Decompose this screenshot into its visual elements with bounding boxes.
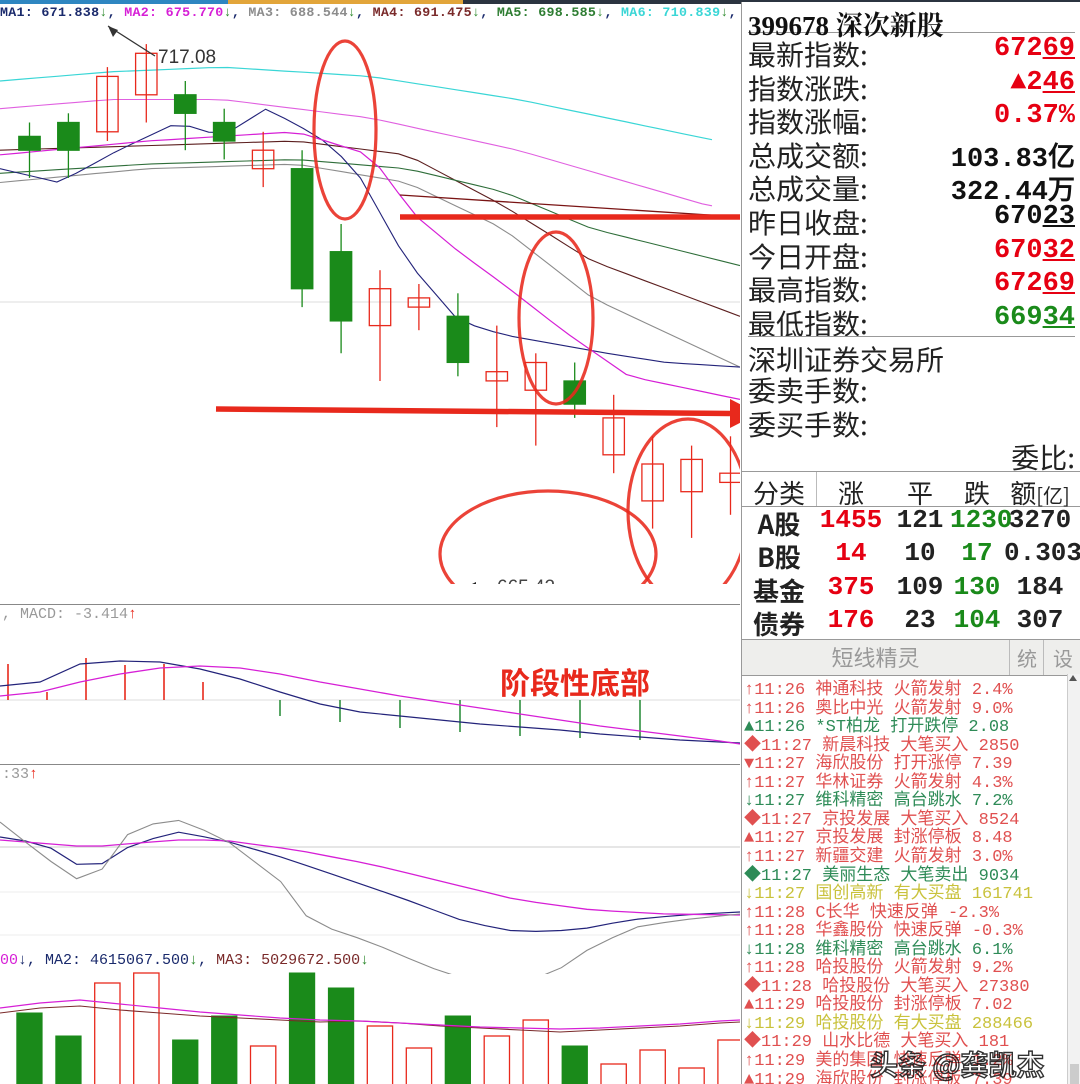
svg-text:665.42: 665.42 [497, 577, 555, 584]
svg-text:717.08: 717.08 [158, 47, 216, 68]
svg-text:阶段性底部: 阶段性底部 [500, 659, 650, 703]
